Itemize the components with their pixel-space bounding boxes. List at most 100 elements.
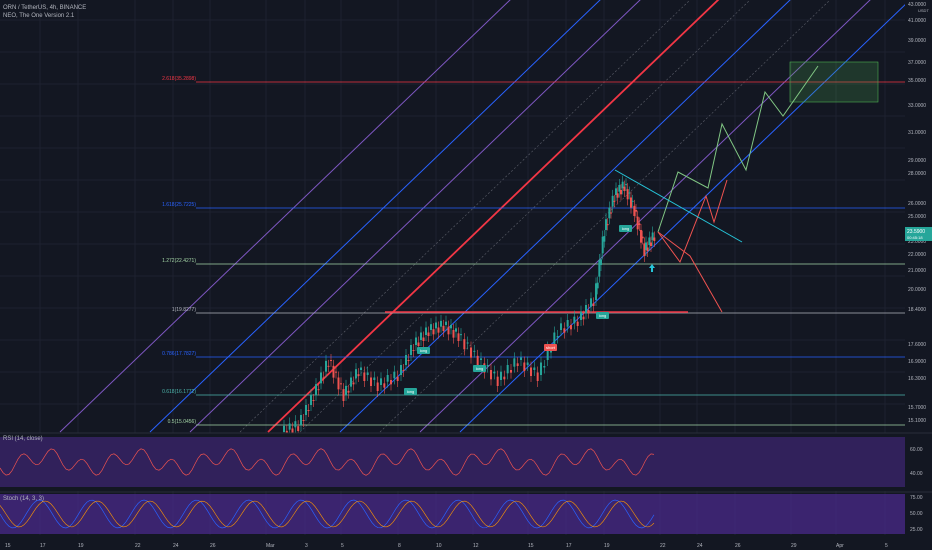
candle [628,192,631,194]
candle [553,332,556,345]
time-axis-bg [0,538,932,550]
fib-label: 2.618(35.2898) [162,76,196,82]
candle [337,377,340,390]
candle [332,365,335,378]
candle [543,366,546,368]
candle [357,374,360,376]
candle [648,237,651,245]
signal-label: long [420,348,428,353]
candle [457,333,460,341]
price-axis[interactable]: 43.0000 41.0000 39.0000 37.0000 35.0000 33.00… [905,0,932,538]
stoch-band [0,494,905,534]
candle [393,371,396,379]
candle [342,389,345,401]
current-price-tag [905,227,932,241]
candle [603,236,606,242]
signal-label: long [599,313,607,318]
fib-label: 0.618(16.1772) [162,389,196,395]
time-axis[interactable]: 15 17 19 22 24 26 Mar 3 5 8 10 12 15 17 19 22 24 26 29 Apr 5 [0,538,932,550]
symbol-title[interactable]: ORN / TetherUS, 4h, BINANCE [3,5,87,11]
price-tick: 39.0000 [908,38,926,44]
candle [347,390,350,393]
candle [650,242,652,246]
candle [437,327,440,333]
time-tick: 19 [78,543,84,549]
candle [360,367,362,370]
candle [640,230,642,243]
candle [352,382,355,385]
candle [366,372,369,375]
candle [447,326,450,335]
candle [566,320,569,327]
candle [400,365,402,375]
candle [550,351,552,353]
candle [452,330,455,338]
candle [580,311,582,320]
candle [486,365,489,367]
candle [300,415,302,425]
price-tick: 15.7000 [908,405,926,411]
candle [615,188,617,195]
candle [587,310,590,313]
time-tick: 15 [528,543,534,549]
red-projection-2 [657,231,723,313]
candle [420,332,422,340]
candle [340,383,342,385]
time-tick: 22 [660,543,666,549]
candle [620,190,622,195]
candle [556,336,559,338]
candle [500,371,502,380]
stoch-level: 25.00 [910,527,923,533]
stoch-label[interactable]: Stoch (14, 3, 3) [3,496,45,502]
candle [330,360,332,361]
time-tick: 12 [473,543,479,549]
fib-levels: 2.618(35.2898) 1.618(25.7225) 1.272(22.427… [162,76,905,426]
candle [327,365,330,367]
candle [590,298,592,307]
candle [370,377,372,386]
candle [608,207,611,219]
candle [513,358,516,367]
candle [645,242,647,250]
time-tick: 26 [735,543,741,549]
time-tick: 26 [210,543,216,549]
candle [466,342,469,344]
candle [335,371,337,373]
candle [635,210,637,212]
pitchfork-line [59,0,511,433]
candlesticks[interactable]: long long long short long long [283,175,656,442]
candle [430,324,432,330]
candle [530,367,532,376]
candle [653,237,656,241]
candle [560,323,562,330]
fib-label: 1.272(22.4271) [162,258,196,264]
candle [503,376,506,380]
candle [412,350,415,351]
candle [476,355,479,366]
price-tick: 43.0000 [908,2,926,8]
candle [651,232,654,240]
candle [573,316,576,324]
signal-badge [544,344,557,351]
candle [643,243,646,256]
rsi-label[interactable]: RSI (14, close) [3,436,43,442]
candle [616,193,619,198]
candle [546,347,549,360]
time-tick: 24 [697,543,703,549]
indicator-title[interactable]: NEO, The One Version 2.1 [3,13,75,19]
price-unit: USDT [918,8,929,13]
candle [596,282,599,289]
candle [417,342,420,346]
candle [625,184,627,186]
candle [442,325,445,331]
candle [526,362,529,365]
candle [636,216,639,230]
stoch-level: 75.00 [910,495,923,501]
red-projection-1 [657,179,728,264]
candle [626,189,629,200]
candle [646,247,649,251]
candle [493,371,496,374]
candle [601,236,604,254]
candle [312,400,315,401]
